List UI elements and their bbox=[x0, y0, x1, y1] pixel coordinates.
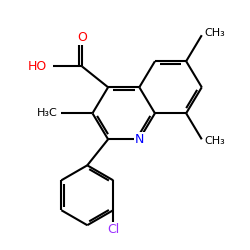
Text: CH₃: CH₃ bbox=[204, 28, 225, 38]
Text: Cl: Cl bbox=[107, 223, 119, 236]
Text: O: O bbox=[77, 30, 87, 44]
Text: CH₃: CH₃ bbox=[204, 136, 225, 145]
Text: H₃C: H₃C bbox=[36, 108, 57, 118]
Text: HO: HO bbox=[28, 60, 47, 73]
Text: N: N bbox=[135, 133, 144, 146]
